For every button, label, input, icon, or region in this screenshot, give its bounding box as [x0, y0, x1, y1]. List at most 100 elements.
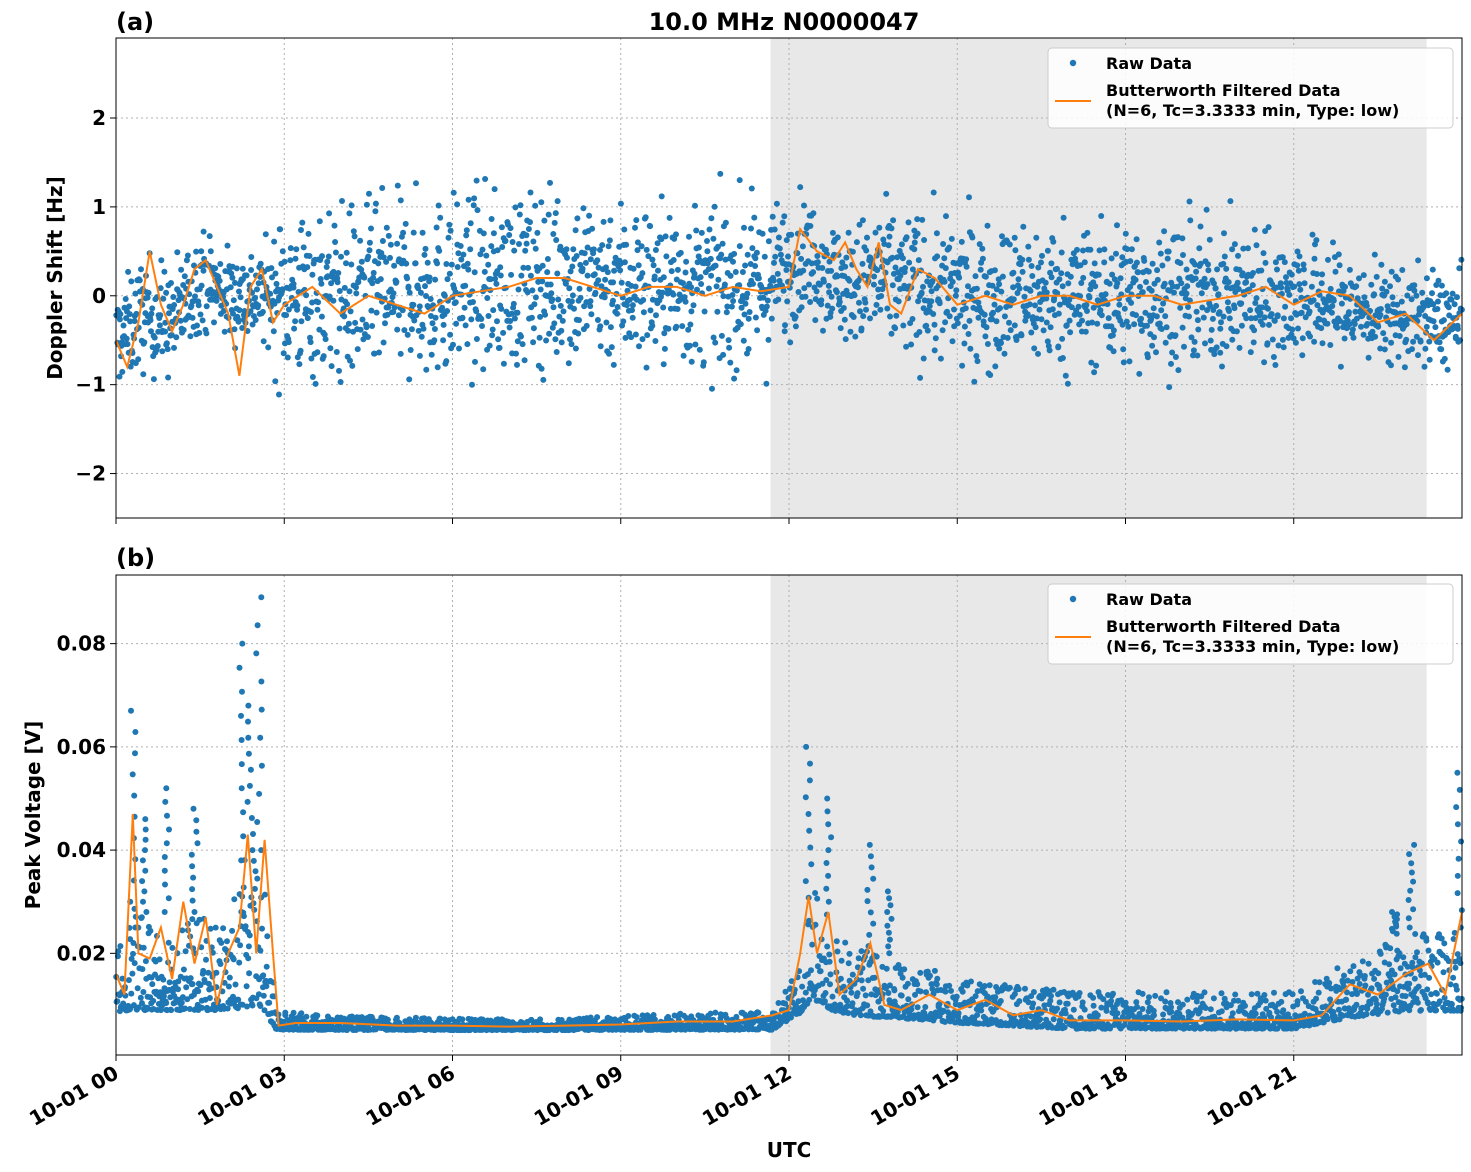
raw-data-point	[1280, 1007, 1287, 1014]
raw-data-point	[632, 224, 638, 231]
raw-data-point	[402, 220, 409, 227]
raw-data-point	[1291, 283, 1298, 290]
raw-data-point	[1054, 290, 1061, 297]
raw-data-point	[1095, 271, 1102, 278]
raw-data-point	[323, 264, 330, 270]
raw-data-point	[928, 298, 935, 305]
raw-data-point	[534, 229, 541, 236]
raw-data-point	[148, 310, 155, 317]
panel-a-legend-raw-marker	[1069, 59, 1077, 67]
raw-data-point	[187, 975, 194, 982]
raw-data-point	[287, 245, 294, 252]
raw-data-point	[444, 308, 451, 314]
raw-data-point	[497, 272, 504, 279]
raw-data-point	[1353, 283, 1360, 290]
raw-data-point	[1125, 323, 1132, 330]
raw-data-point	[1294, 248, 1301, 255]
raw-data-point	[603, 264, 609, 271]
raw-data-point	[1083, 302, 1090, 308]
raw-data-point	[1358, 323, 1364, 330]
raw-data-point	[160, 295, 167, 302]
raw-data-point	[134, 985, 141, 992]
raw-data-point	[982, 333, 989, 340]
raw-data-point	[922, 1004, 929, 1010]
raw-data-point	[1229, 246, 1236, 253]
raw-data-point	[1077, 293, 1084, 300]
raw-data-point	[114, 998, 121, 1005]
raw-data-point	[577, 294, 584, 301]
raw-data-point	[1223, 343, 1230, 350]
raw-data-point	[536, 334, 543, 341]
raw-data-point	[1067, 273, 1074, 280]
raw-data-point	[141, 339, 148, 346]
raw-data-point	[847, 328, 854, 335]
raw-data-point	[698, 229, 705, 236]
raw-data-point	[335, 270, 342, 276]
raw-data-point	[1010, 269, 1017, 276]
raw-data-point	[1329, 303, 1336, 309]
raw-data-point	[1265, 224, 1272, 231]
raw-data-point	[1313, 237, 1320, 244]
raw-data-point	[890, 217, 897, 224]
raw-data-point	[640, 297, 647, 303]
raw-data-point	[1307, 333, 1313, 340]
raw-data-point	[1109, 271, 1116, 278]
raw-data-point	[127, 936, 134, 943]
raw-data-point	[1398, 298, 1405, 305]
raw-data-point	[206, 995, 213, 1001]
raw-data-point	[1271, 989, 1277, 996]
raw-data-point	[1038, 316, 1045, 323]
raw-data-point	[671, 235, 678, 242]
raw-data-point	[197, 311, 204, 318]
raw-data-point	[883, 965, 890, 972]
raw-data-point	[377, 276, 384, 283]
raw-data-point	[271, 238, 278, 245]
raw-data-point	[330, 297, 337, 304]
raw-data-point	[140, 944, 147, 951]
raw-data-point	[138, 914, 145, 921]
raw-data-point	[1269, 281, 1276, 288]
raw-data-point	[618, 279, 625, 286]
raw-data-point	[1101, 246, 1108, 253]
raw-data-point	[979, 245, 986, 252]
raw-data-point	[785, 253, 791, 260]
raw-data-point	[538, 199, 545, 206]
raw-data-point	[1416, 311, 1422, 318]
raw-data-point	[387, 254, 393, 261]
raw-data-point	[857, 308, 863, 315]
raw-data-point	[260, 338, 267, 345]
raw-data-point	[127, 363, 134, 370]
raw-data-point	[1197, 223, 1204, 230]
raw-data-point	[1436, 339, 1443, 346]
raw-data-point	[1346, 321, 1353, 328]
raw-data-point	[885, 242, 892, 249]
raw-data-point	[415, 327, 422, 334]
raw-data-point	[1019, 256, 1026, 263]
raw-data-point	[753, 249, 760, 256]
raw-data-point	[436, 247, 443, 254]
raw-data-point	[727, 359, 734, 366]
raw-data-point	[1043, 295, 1050, 302]
raw-data-point	[554, 198, 561, 205]
raw-data-point	[1197, 260, 1204, 267]
raw-data-point	[530, 238, 537, 245]
raw-data-point	[1148, 287, 1155, 294]
raw-data-point	[1136, 370, 1143, 377]
raw-data-point	[568, 341, 575, 348]
raw-data-point	[463, 227, 470, 234]
raw-data-point	[1047, 324, 1054, 331]
raw-data-point	[1039, 252, 1045, 259]
raw-data-point	[651, 273, 658, 280]
raw-data-point	[1035, 264, 1042, 271]
raw-data-point	[957, 312, 964, 319]
raw-data-point	[519, 341, 526, 348]
raw-data-point	[918, 289, 925, 296]
raw-data-point	[721, 281, 728, 288]
raw-data-point	[257, 260, 264, 267]
raw-data-point	[1238, 322, 1245, 329]
raw-data-point	[496, 344, 503, 351]
raw-data-point	[696, 346, 703, 353]
raw-data-point	[616, 243, 623, 250]
raw-data-point	[813, 288, 820, 295]
raw-data-point	[768, 315, 775, 322]
